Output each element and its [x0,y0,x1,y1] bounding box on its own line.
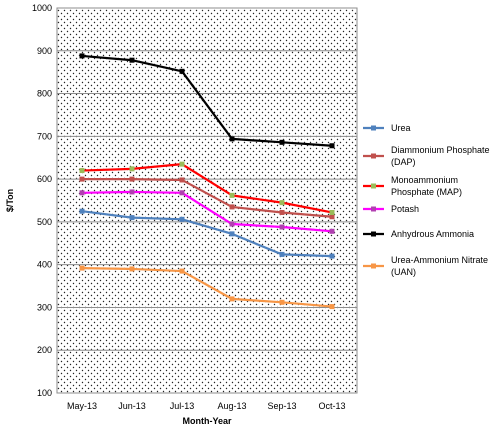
data-point [279,209,285,215]
data-point [79,168,85,174]
legend-label: (UAN) [391,267,416,277]
data-point [329,143,335,149]
x-axis-title: Month-Year [182,416,232,426]
legend-label: Urea [391,123,411,133]
data-point [79,190,85,196]
y-tick-label: 500 [37,217,52,227]
data-point [179,268,185,274]
data-point [129,189,135,195]
legend-swatch-marker [371,153,376,159]
x-tick-label: Aug-13 [217,401,246,411]
data-point [229,296,235,302]
legend-label: Urea-Ammonium Nitrate [391,255,488,265]
legend-label: Diammonium Phosphate [391,145,490,155]
legend-item: Urea [363,123,411,133]
data-point [179,161,185,167]
data-point [279,251,285,257]
x-tick-label: Jul-13 [170,401,195,411]
series-3 [79,189,335,234]
data-point [179,68,185,74]
data-point [329,228,335,234]
data-point [129,166,135,172]
series-line [81,210,333,258]
y-tick-label: 600 [37,174,52,184]
x-tick-label: May-13 [67,401,97,411]
data-point [329,253,335,259]
data-point [179,177,185,183]
legend-label: Monoammonium [391,175,458,185]
data-point [279,224,285,230]
data-point [79,208,85,214]
x-tick-label: Sep-13 [267,401,296,411]
legend-item: Diammonium Phosphate (DAP) [363,145,490,167]
y-tick-labels: 100 200 300 400 500 600 700 800 900 1000 [32,3,52,398]
data-point [179,190,185,196]
series-1 [79,176,335,220]
y-tick-label: 700 [37,131,52,141]
data-point [129,176,135,182]
data-point [79,53,85,59]
legend-swatch-marker [371,231,376,237]
series-line [81,266,333,308]
data-point [329,304,335,310]
legend-swatch-marker [371,183,376,189]
data-point [229,231,235,237]
data-point [229,192,235,198]
data-point [279,200,285,206]
data-point [329,214,335,220]
plot-area [56,7,358,394]
data-point [279,299,285,305]
x-tick-labels: May-13 Jun-13 Jul-13 Aug-13 Sep-13 Oct-13 [67,401,346,411]
y-tick-label: 200 [37,345,52,355]
data-point [229,204,235,210]
series-line [82,178,333,218]
y-tick-label: 300 [37,302,52,312]
data-point [129,57,135,63]
legend-label: Anhydrous Ammonia [391,229,474,239]
series-line [81,190,333,233]
legend-item: Potash [363,204,419,214]
data-point [229,136,235,142]
data-point [79,265,85,271]
series-lines [79,53,335,310]
legend-label: Potash [391,204,419,214]
data-point [79,176,85,182]
y-tick-label: 800 [37,89,52,99]
x-tick-label: Oct-13 [318,401,345,411]
series-line [81,163,333,214]
legend-swatch-marker [371,206,376,212]
legend-swatch-marker [371,263,376,269]
data-point [229,221,235,227]
series-0 [79,208,335,259]
data-point [279,139,285,145]
data-point [179,216,185,222]
y-tick-label: 1000 [32,3,52,13]
data-point [329,209,335,215]
legend-item: Anhydrous Ammonia [363,229,474,239]
legend-item: Monoammonium Phosphate (MAP) [363,175,462,197]
legend-label: (DAP) [391,157,416,167]
data-point [129,266,135,272]
y-axis-title: $/Ton [5,189,15,212]
legend: Urea Diammonium Phosphate (DAP) Monoammoniu… [363,123,490,277]
series-4 [79,53,335,149]
x-tick-label: Jun-13 [118,401,146,411]
series-2 [79,161,335,215]
legend-label: Phosphate (MAP) [391,187,462,197]
y-tick-label: 400 [37,260,52,270]
legend-swatch-marker [371,125,376,131]
legend-item: Urea-Ammonium Nitrate (UAN) [363,255,488,277]
y-tick-label: 100 [37,388,52,398]
data-point [129,215,135,221]
series-line [81,54,333,147]
y-tick-label: 900 [37,46,52,56]
series-5 [79,265,335,310]
